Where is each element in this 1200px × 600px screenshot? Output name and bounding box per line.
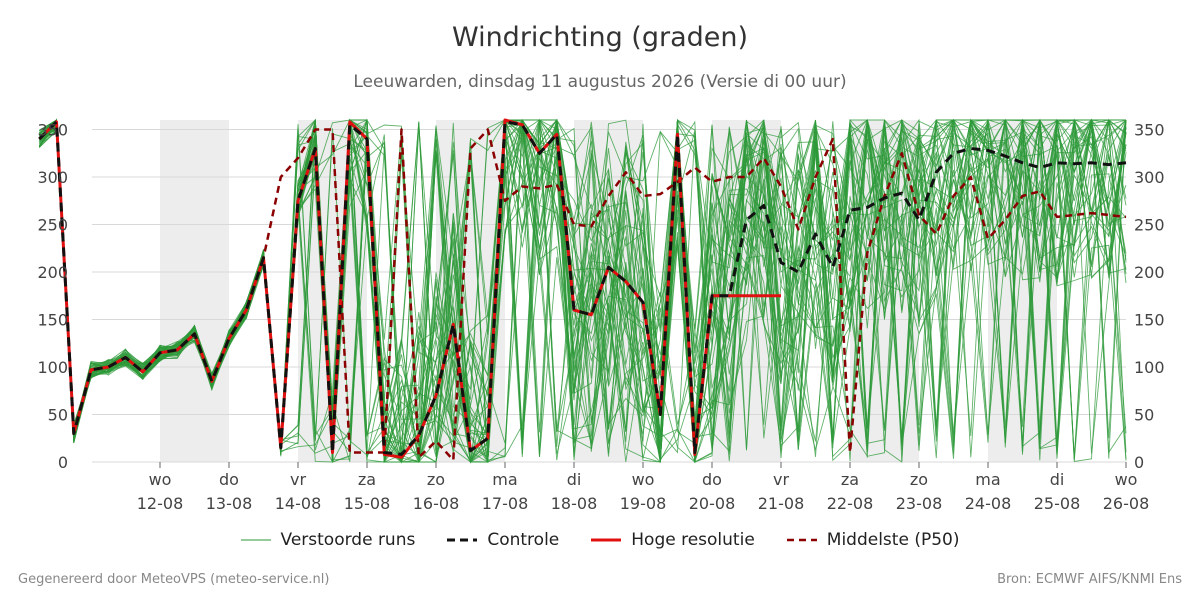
xtick-day-4: zo (427, 470, 445, 489)
xtick-day-10: za (841, 470, 859, 489)
xtick-day-8: do (702, 470, 722, 489)
ytick-right-300: 300 (1134, 168, 1165, 187)
xtick-date-5: 17-08 (482, 494, 529, 513)
xtick-day-7: wo (632, 470, 655, 489)
legend-item-control: Controle (447, 530, 559, 550)
legend-swatch-hires (591, 538, 622, 542)
footer-source: Bron: ECMWF AIFS/KNMI Ens (997, 572, 1182, 587)
chart-title: Windrichting (graden) (451, 22, 749, 53)
xtick-date-12: 24-08 (965, 494, 1012, 513)
ytick-left-350: 350 (37, 121, 68, 140)
xtick-day-12: ma (975, 470, 1000, 489)
ytick-left-0: 0 (58, 453, 68, 472)
ytick-left-50: 50 (48, 406, 68, 425)
shaded-band-0 (160, 120, 229, 462)
xtick-day-1: do (219, 470, 239, 489)
xtick-date-9: 21-08 (758, 494, 805, 513)
xtick-day-11: zo (910, 470, 928, 489)
legend-item-ensemble: Verstoorde runs (240, 530, 416, 550)
xtick-date-11: 23-08 (896, 494, 943, 513)
xtick-day-5: ma (492, 470, 517, 489)
legend-item-median: Middelste (P50) (786, 530, 960, 550)
ytick-right-0: 0 (1134, 453, 1144, 472)
xtick-date-8: 20-08 (689, 494, 736, 513)
xtick-day-9: vr (773, 470, 789, 489)
xtick-day-0: wo (149, 470, 172, 489)
xtick-date-10: 22-08 (827, 494, 874, 513)
ytick-left-150: 150 (37, 311, 68, 330)
ytick-right-250: 250 (1134, 216, 1165, 235)
xtick-day-6: di (567, 470, 582, 489)
xtick-date-0: 12-08 (137, 494, 184, 513)
xtick-day-2: vr (290, 470, 306, 489)
legend-swatch-ensemble (240, 539, 271, 541)
ytick-right-100: 100 (1134, 358, 1165, 377)
xtick-date-4: 16-08 (413, 494, 460, 513)
ytick-right-200: 200 (1134, 263, 1165, 282)
legend-label-median: Middelste (P50) (826, 530, 960, 550)
xtick-date-14: 26-08 (1103, 494, 1150, 513)
ytick-left-200: 200 (37, 263, 68, 282)
xtick-day-3: za (358, 470, 376, 489)
xtick-date-3: 15-08 (344, 494, 391, 513)
footer-generator: Gegenereerd door MeteoVPS (meteo-service… (18, 572, 330, 587)
ytick-right-50: 50 (1134, 406, 1154, 425)
legend-swatch-median (786, 538, 817, 542)
legend: Verstoorde runs Controle Hoge resolutie … (0, 530, 1200, 550)
xtick-day-13: di (1050, 470, 1065, 489)
xtick-date-1: 13-08 (206, 494, 253, 513)
ytick-right-350: 350 (1134, 121, 1165, 140)
ytick-right-150: 150 (1134, 311, 1165, 330)
legend-item-hires: Hoge resolutie (591, 530, 755, 550)
ytick-left-300: 300 (37, 168, 68, 187)
ensemble-run-38 (39, 118, 1127, 463)
series-line-controle (38, 120, 1127, 456)
ytick-left-100: 100 (37, 358, 68, 377)
xtick-day-14: wo (1115, 470, 1138, 489)
legend-label-ensemble: Verstoorde runs (280, 530, 416, 550)
legend-label-control: Controle (487, 530, 560, 550)
chart-subtitle: Leeuwarden, dinsdag 11 augustus 2026 (Ve… (353, 72, 847, 92)
xtick-date-2: 14-08 (275, 494, 322, 513)
xtick-date-7: 19-08 (620, 494, 667, 513)
legend-swatch-control (447, 538, 478, 542)
ytick-left-250: 250 (37, 216, 68, 235)
xtick-date-6: 18-08 (551, 494, 598, 513)
legend-label-hires: Hoge resolutie (631, 530, 755, 550)
xtick-date-13: 25-08 (1034, 494, 1081, 513)
